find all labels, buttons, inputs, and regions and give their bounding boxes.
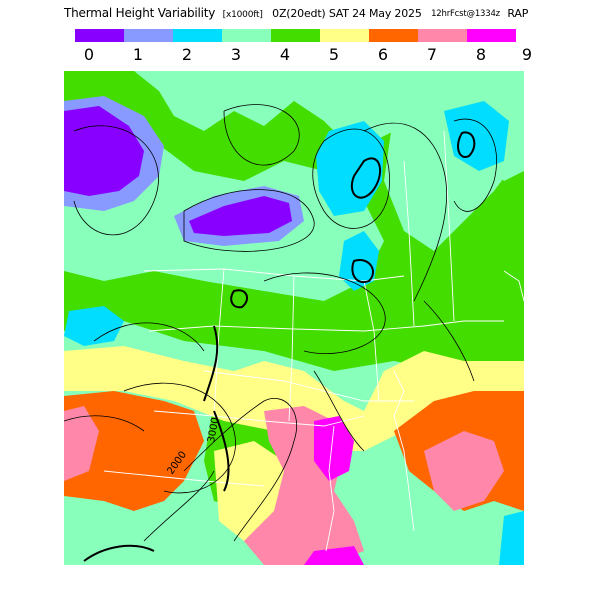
legend-label-2: 2 xyxy=(182,45,192,64)
legend-label-5: 5 xyxy=(329,45,339,64)
legend-label-4: 4 xyxy=(280,45,290,64)
title-unit: [x1000ft] xyxy=(222,10,263,20)
legend-label-6: 6 xyxy=(378,45,388,64)
map-svg: 2000 3000 xyxy=(63,71,525,565)
color-legend-svg: 0 1 2 3 4 5 6 7 8 9 xyxy=(75,29,532,64)
title-text: Thermal Height Variability xyxy=(64,6,216,20)
legend-swatch-0 xyxy=(75,29,124,42)
field-region-7 xyxy=(64,406,99,481)
legend-label-8: 8 xyxy=(476,45,486,64)
field-region-8b xyxy=(304,546,364,565)
field-region-8 xyxy=(314,416,354,481)
legend-swatch-3 xyxy=(222,29,271,42)
field-region-6 xyxy=(64,391,204,511)
legend-label-1: 1 xyxy=(133,45,143,64)
legend-swatch-5 xyxy=(320,29,369,42)
color-legend: 0 1 2 3 4 5 6 7 8 9 xyxy=(0,0,589,70)
legend-label-end: 9 xyxy=(522,45,532,64)
field-region-2d xyxy=(64,306,124,346)
state-boundaries xyxy=(103,130,525,552)
forecast-info: 12hrFcst@1334z xyxy=(431,9,500,19)
legend-swatch-1 xyxy=(124,29,173,42)
legend-swatch-7 xyxy=(418,29,467,42)
legend-label-0: 0 xyxy=(84,45,94,64)
field-region-0 xyxy=(64,106,144,196)
map-title: Thermal Height Variability [x1000ft] 0Z(… xyxy=(64,6,584,22)
model-name: RAP xyxy=(507,7,529,20)
contour-lines xyxy=(63,104,497,542)
contour-label: 3000 xyxy=(206,417,221,444)
legend-swatch-6 xyxy=(369,29,418,42)
legend-label-3: 3 xyxy=(231,45,241,64)
valid-time: 0Z(20edt) SAT 24 May 2025 xyxy=(272,7,422,20)
field-region-0b xyxy=(189,196,292,236)
thick-contours xyxy=(83,131,476,562)
legend-swatch-4 xyxy=(271,29,320,42)
legend-swatch-2 xyxy=(173,29,222,42)
field-region-2e xyxy=(499,511,524,565)
field-region-7c xyxy=(424,431,504,511)
legend-swatch-8 xyxy=(467,29,516,42)
legend-label-7: 7 xyxy=(427,45,437,64)
field-region-2 xyxy=(316,121,384,216)
thermal-map: 2000 3000 xyxy=(63,71,525,565)
